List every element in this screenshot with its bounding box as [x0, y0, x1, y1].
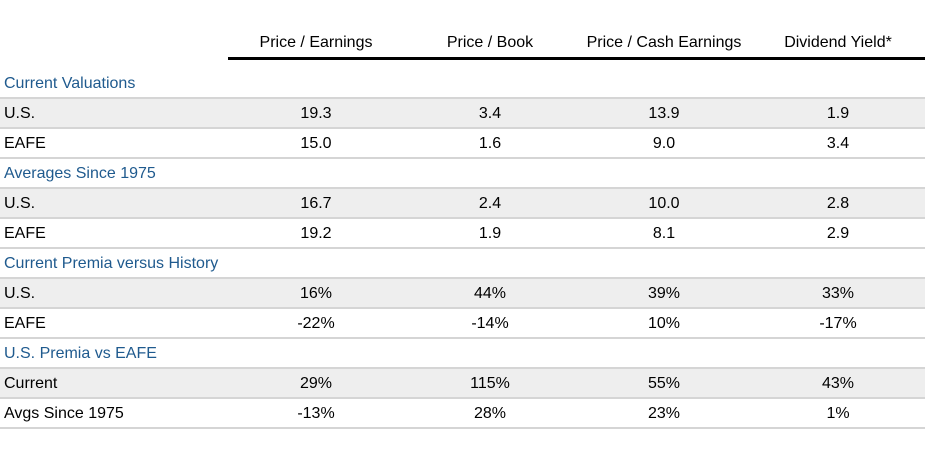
row-label: EAFE [4, 135, 46, 152]
column-header: Dividend Yield* [784, 34, 892, 51]
table-cell: 2.9 [826, 225, 850, 242]
table-cell: -14% [471, 315, 509, 332]
table-row [0, 369, 925, 399]
section-title: U.S. Premia vs EAFE [4, 345, 157, 362]
row-label: U.S. [4, 285, 36, 302]
section-title: Current Valuations [4, 75, 136, 92]
row-label: EAFE [4, 225, 46, 242]
table-row [0, 399, 925, 429]
table-cell: -13% [297, 405, 335, 422]
table-cell: 16% [299, 285, 333, 302]
table-row [0, 129, 925, 159]
table-cell: 19.2 [300, 225, 332, 242]
table-cell: 2.8 [826, 195, 850, 212]
column-header: Price / Book [446, 34, 534, 51]
table-cell: 23% [647, 405, 681, 422]
table-cell: 10% [647, 315, 681, 332]
table-cell: -17% [819, 315, 857, 332]
table-row [0, 219, 925, 249]
table-cell: 3.4 [478, 105, 502, 122]
table-cell: 1% [826, 405, 850, 422]
table-cell: 1.9 [478, 225, 502, 242]
table-cell: 39% [647, 285, 681, 302]
row-label: Current [4, 375, 58, 392]
column-header-row [228, 28, 925, 60]
row-label: U.S. [4, 195, 36, 212]
section-header-row [0, 339, 925, 369]
column-header: Price / Earnings [259, 34, 373, 51]
table-cell: 44% [473, 285, 507, 302]
table-cell: 43% [821, 375, 855, 392]
table-cell: 9.0 [652, 135, 676, 152]
table-cell: 28% [473, 405, 507, 422]
table-cell: 16.7 [300, 195, 332, 212]
table-row [0, 189, 925, 219]
table-row [0, 309, 925, 339]
table-cell: 55% [647, 375, 681, 392]
table-cell: 1.6 [478, 135, 502, 152]
table-row [0, 279, 925, 309]
table-cell: 33% [821, 285, 855, 302]
table-cell: 115% [470, 375, 510, 392]
table-cell: -22% [297, 315, 335, 332]
column-header: Price / Cash Earnings [586, 34, 742, 51]
table-row [0, 99, 925, 129]
section-title: Averages Since 1975 [4, 165, 156, 182]
table-cell: 2.4 [478, 195, 502, 212]
row-label: Avgs Since 1975 [4, 405, 124, 422]
section-header-row [0, 159, 925, 189]
table-cell: 1.9 [826, 105, 850, 122]
section-title: Current Premia versus History [4, 255, 219, 272]
section-header-row [0, 249, 925, 279]
table-cell: 8.1 [652, 225, 676, 242]
table-cell: 29% [299, 375, 333, 392]
row-label: EAFE [4, 315, 46, 332]
section-header-row [0, 69, 925, 99]
table-cell: 13.9 [648, 105, 680, 122]
table-cell: 19.3 [300, 105, 332, 122]
table-cell: 15.0 [300, 135, 332, 152]
table-cell: 3.4 [826, 135, 850, 152]
row-label: U.S. [4, 105, 36, 122]
table-cell: 10.0 [648, 195, 680, 212]
